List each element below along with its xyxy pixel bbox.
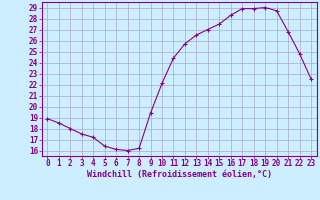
X-axis label: Windchill (Refroidissement éolien,°C): Windchill (Refroidissement éolien,°C) — [87, 170, 272, 179]
